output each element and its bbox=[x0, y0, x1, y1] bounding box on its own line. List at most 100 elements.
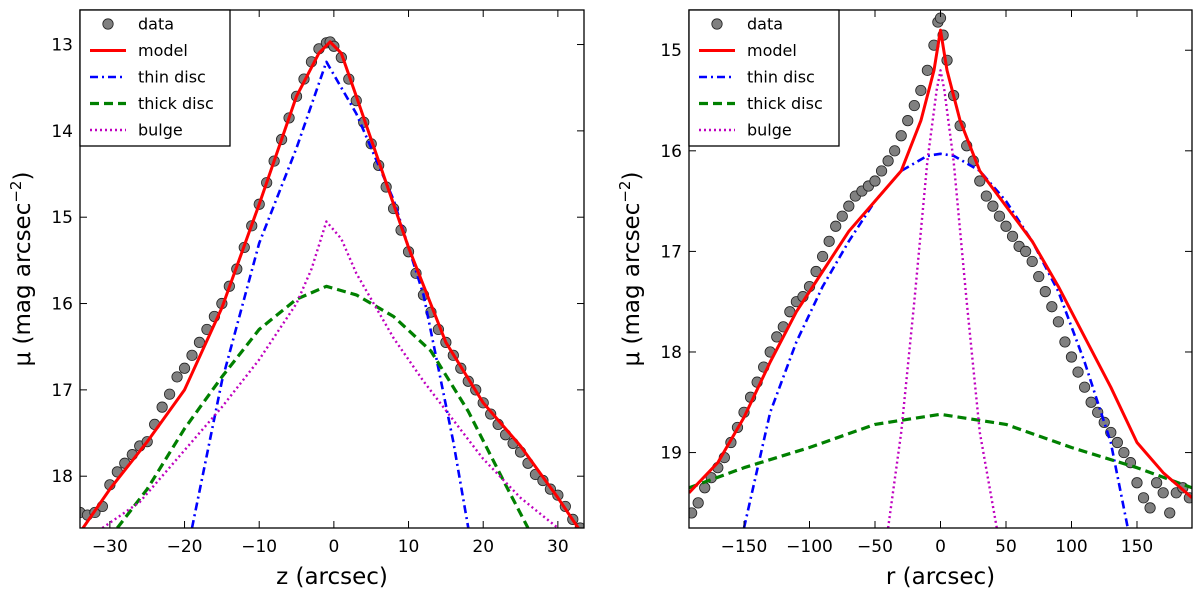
data-point bbox=[882, 155, 894, 167]
data-point bbox=[980, 190, 992, 202]
plot-area bbox=[689, 12, 1192, 528]
data-point bbox=[993, 210, 1006, 222]
x-tick-label: 0 bbox=[935, 537, 946, 557]
series-thick-disc-line bbox=[116, 284, 530, 528]
data-point bbox=[699, 482, 711, 494]
plot-area bbox=[80, 36, 584, 528]
data-point bbox=[1046, 301, 1058, 313]
data-point bbox=[1111, 436, 1123, 449]
legend-label: data bbox=[138, 15, 174, 34]
data-point bbox=[1026, 255, 1038, 268]
legend-marker-data bbox=[711, 18, 723, 30]
legend: data model thin disc thick disc bulge bbox=[688, 9, 840, 147]
data-point bbox=[1144, 502, 1156, 514]
y-axis-label: μ (mag arcsec−2) bbox=[616, 172, 645, 367]
data-point bbox=[869, 175, 881, 187]
data-point bbox=[889, 145, 901, 157]
data-point bbox=[1059, 336, 1071, 348]
data-point bbox=[1006, 230, 1019, 242]
data-point bbox=[895, 130, 907, 142]
legend-label: model bbox=[138, 41, 188, 60]
legend-marker-data bbox=[102, 18, 114, 30]
data-point bbox=[1000, 220, 1012, 232]
legend-box bbox=[79, 9, 231, 147]
data-point bbox=[1039, 286, 1051, 298]
data-point bbox=[178, 362, 191, 374]
data-point bbox=[1020, 245, 1032, 257]
data-point bbox=[1131, 477, 1143, 489]
data-point bbox=[1151, 477, 1163, 489]
y-axis-label: μ (mag arcsec−2) bbox=[7, 172, 36, 367]
y-tick-label: 17 bbox=[660, 242, 682, 262]
y-tick-label: 15 bbox=[51, 208, 73, 228]
legend-label: model bbox=[747, 41, 797, 60]
data-point bbox=[817, 250, 829, 263]
data-point bbox=[1033, 270, 1045, 283]
legend-label: bulge bbox=[747, 121, 792, 140]
series-model-line bbox=[689, 28, 1192, 499]
legend-label: thick disc bbox=[747, 94, 823, 113]
data-point bbox=[1072, 366, 1084, 378]
legend: data model thin disc thick disc bulge bbox=[79, 9, 231, 147]
series-thick-disc-line bbox=[689, 412, 1192, 490]
data-point bbox=[987, 200, 999, 212]
data-point bbox=[1078, 381, 1091, 393]
series-thin-disc-line bbox=[742, 152, 1130, 528]
series-bulge-line bbox=[886, 69, 998, 528]
data-point bbox=[186, 349, 198, 361]
series-model-line bbox=[81, 40, 581, 528]
right-panel: −150 −100 −50 0 50 100 150 15 16 17 18 19 r (arcsec)… bbox=[616, 9, 1193, 590]
y-tick-label: 14 bbox=[51, 122, 73, 142]
x-tick-label: −10 bbox=[241, 537, 277, 557]
y-tick-label: 15 bbox=[660, 41, 682, 61]
legend-label: data bbox=[747, 15, 783, 34]
x-tick-label: 100 bbox=[1055, 537, 1087, 557]
axes-frame bbox=[79, 9, 585, 529]
x-axis-label: r (arcsec) bbox=[886, 564, 995, 590]
data-point bbox=[1065, 351, 1078, 363]
data-point bbox=[156, 401, 168, 413]
data-point bbox=[836, 210, 848, 222]
x-tick-label: 20 bbox=[472, 537, 494, 557]
data-point bbox=[830, 220, 842, 232]
data-point bbox=[915, 84, 927, 97]
y-tick-label: 18 bbox=[51, 467, 73, 487]
data-point bbox=[875, 165, 888, 177]
left-panel: −30 −20 −10 0 10 20 30 13 14 15 16 17 18 z (arcsec) μ … bbox=[7, 9, 585, 590]
legend-label: thick disc bbox=[138, 94, 214, 113]
legend-label: bulge bbox=[138, 121, 183, 140]
x-tick-label: 150 bbox=[1121, 537, 1153, 557]
y-tick-label: 16 bbox=[51, 295, 73, 315]
x-tick-label: 30 bbox=[547, 537, 569, 557]
legend-label: thin disc bbox=[747, 68, 815, 87]
data-point bbox=[908, 99, 920, 112]
y-tick-label: 17 bbox=[51, 381, 73, 401]
data-point bbox=[902, 115, 914, 127]
legend-box bbox=[688, 9, 840, 147]
series-bulge-line bbox=[101, 220, 559, 528]
x-tick-label: 10 bbox=[398, 537, 420, 557]
data-point bbox=[1098, 416, 1110, 428]
data-point bbox=[1164, 507, 1176, 519]
data-point bbox=[921, 64, 934, 76]
data-point bbox=[164, 388, 176, 400]
y-tick-label: 13 bbox=[51, 36, 73, 56]
data-point bbox=[1157, 487, 1169, 499]
data-point bbox=[1137, 492, 1150, 504]
data-point bbox=[1118, 446, 1130, 459]
y-tick-label: 16 bbox=[660, 142, 682, 162]
y-tick-label: 19 bbox=[660, 444, 682, 464]
x-tick-label: 0 bbox=[328, 537, 339, 557]
data-point bbox=[823, 235, 835, 247]
data-point bbox=[843, 200, 855, 212]
y-tick-label: 18 bbox=[660, 343, 682, 363]
data-point bbox=[692, 497, 704, 509]
data-point bbox=[689, 507, 698, 519]
x-tick-label: −150 bbox=[721, 537, 768, 557]
data-point bbox=[974, 175, 986, 187]
x-tick-label: 50 bbox=[995, 537, 1017, 557]
series-thin-disc-line bbox=[190, 60, 470, 528]
x-tick-label: −50 bbox=[857, 537, 893, 557]
data-point bbox=[1052, 316, 1064, 328]
